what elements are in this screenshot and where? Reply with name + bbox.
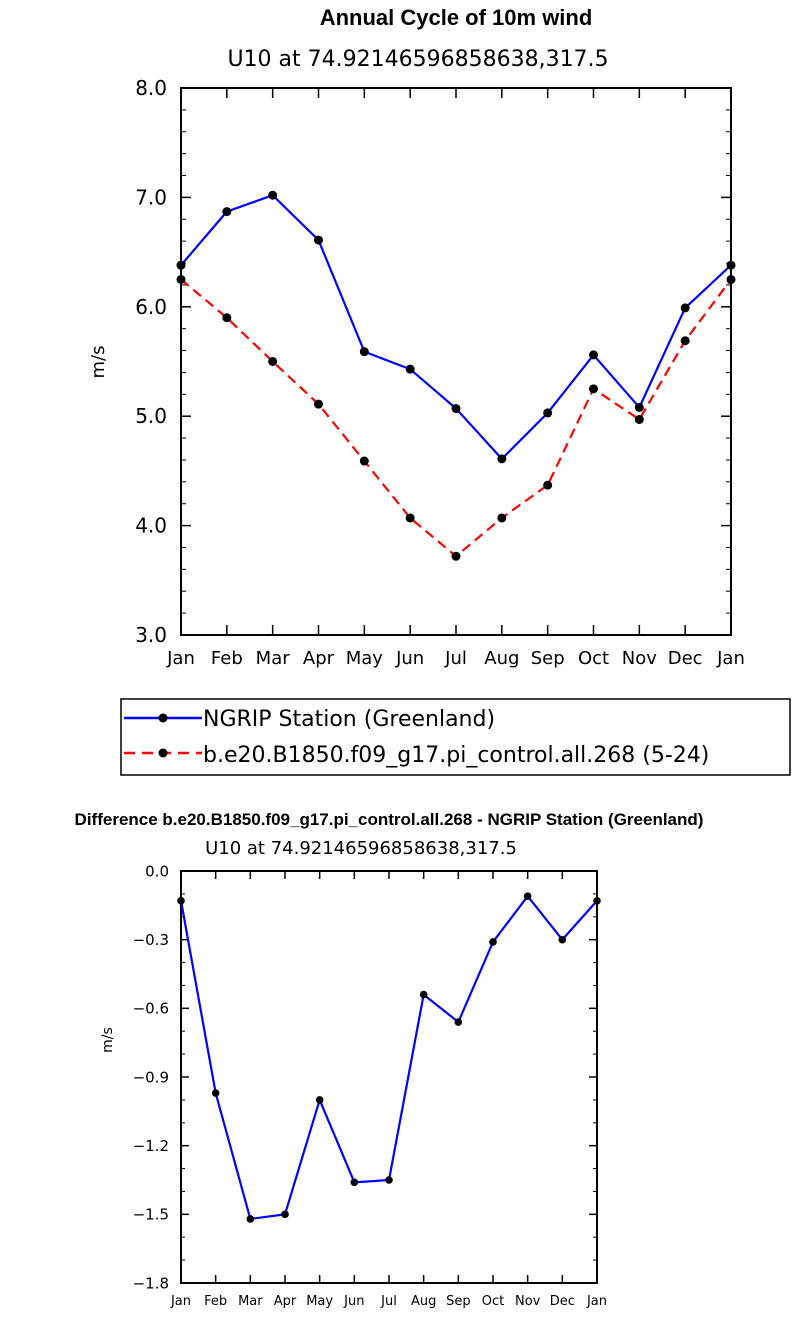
data-point-s1-5: [405, 513, 415, 523]
data-point-s1-6: [451, 551, 461, 561]
legend-marker-ngrip: [158, 713, 168, 723]
x-tick-label: May: [306, 1294, 333, 1309]
x-tick-label: Dec: [668, 648, 703, 669]
x-tick-label: Jan: [586, 1294, 607, 1309]
legend-box: [120, 698, 791, 776]
x-tick-label: Oct: [482, 1294, 504, 1309]
data-point-s0-4: [315, 1096, 324, 1104]
data-point-s1-12: [726, 274, 736, 284]
y-tick-label: 3.0: [135, 623, 167, 647]
data-point-s0-1: [211, 1089, 220, 1097]
y-tick-label: −0.3: [133, 931, 169, 949]
data-point-s0-7: [497, 454, 507, 464]
difference-chart: Difference b.e20.B1850.f09_g17.pi_contro…: [75, 810, 704, 1309]
x-tick-label: Jan: [170, 1294, 191, 1309]
x-tick-label: Feb: [211, 648, 243, 669]
x-tick-label: May: [346, 648, 384, 669]
data-point-s1-9: [589, 384, 598, 394]
y-tick-label: 7.0: [135, 185, 167, 209]
y-tick-label: 8.0: [135, 76, 167, 100]
data-point-s0-8: [543, 408, 553, 418]
x-tick-label: Nov: [622, 648, 657, 669]
data-point-s0-7: [419, 990, 428, 999]
data-point-s1-0: [176, 274, 186, 284]
data-point-s1-8: [543, 480, 553, 490]
data-point-s0-12: [593, 896, 601, 905]
series-line-1: [180, 278, 732, 558]
data-point-s0-12: [726, 260, 736, 270]
x-tick-label: Oct: [578, 648, 609, 669]
x-tick-label: Jun: [395, 648, 424, 669]
legend-label-ngrip: NGRIP Station (Greenland): [203, 707, 495, 732]
x-tick-label: Jan: [716, 648, 745, 669]
data-point-s0-6: [385, 1176, 393, 1184]
data-point-s1-3: [314, 399, 323, 409]
y-tick-label: −0.9: [133, 1068, 169, 1086]
y-tick-label: 4.0: [135, 514, 167, 538]
data-point-s0-11: [680, 303, 690, 313]
y-tick-label: −1.2: [133, 1137, 169, 1155]
data-point-s1-1: [222, 313, 232, 323]
data-point-s0-10: [634, 402, 644, 412]
x-tick-label: Apr: [274, 1294, 297, 1309]
chart-subtitle: U10 at 74.92146596858638,317.5: [227, 47, 608, 72]
x-tick-label: Sep: [531, 648, 565, 669]
data-point-s0-3: [314, 235, 323, 245]
series-line-0: [180, 193, 732, 461]
y-tick-label: −1.8: [133, 1274, 169, 1292]
data-point-s0-2: [268, 190, 278, 200]
y-axis-label: m/s: [88, 346, 109, 379]
x-tick-label: Jan: [166, 648, 195, 669]
data-point-s0-9: [589, 350, 598, 360]
x-tick-label: Aug: [484, 648, 519, 669]
data-point-s0-11: [558, 935, 567, 944]
y-axis-label: m/s: [100, 1027, 116, 1053]
chart-title: Difference b.e20.B1850.f09_g17.pi_contro…: [75, 810, 704, 829]
x-tick-label: Sep: [446, 1294, 471, 1309]
data-point-s0-10: [523, 892, 532, 900]
x-tick-label: Aug: [411, 1294, 436, 1309]
x-tick-label: Jul: [380, 1294, 397, 1309]
data-point-s0-3: [281, 1210, 289, 1219]
data-point-s1-11: [680, 336, 690, 346]
legend-label-model: b.e20.B1850.f09_g17.pi_control.all.268 (…: [203, 743, 709, 768]
x-tick-label: Apr: [303, 648, 335, 669]
legend: NGRIP Station (Greenland) b.e20.B1850.f0…: [120, 698, 791, 776]
data-point-s0-4: [359, 347, 369, 357]
data-point-s0-6: [451, 404, 461, 414]
x-tick-label: Nov: [515, 1294, 541, 1309]
x-tick-label: Dec: [550, 1294, 575, 1309]
data-point-s1-4: [359, 456, 369, 466]
y-tick-label: 0.0: [145, 862, 169, 880]
x-tick-label: Jul: [444, 648, 467, 669]
x-tick-label: Jun: [343, 1294, 364, 1309]
plot-frame: [180, 870, 598, 1284]
y-tick-label: 6.0: [135, 295, 167, 319]
data-point-s0-9: [489, 938, 497, 946]
chart-subtitle: U10 at 74.92146596858638,317.5: [205, 838, 517, 859]
data-point-s1-2: [268, 357, 278, 366]
data-point-s0-0: [177, 896, 185, 905]
legend-marker-model: [158, 748, 168, 758]
y-tick-label: 5.0: [135, 404, 167, 428]
data-point-s1-10: [634, 414, 644, 424]
chart-title: Annual Cycle of 10m wind: [320, 5, 593, 30]
y-tick-label: −0.6: [133, 1000, 169, 1018]
data-point-s0-5: [405, 364, 415, 374]
data-point-s0-1: [222, 207, 232, 217]
x-tick-label: Feb: [204, 1294, 227, 1309]
data-point-s0-0: [176, 260, 186, 270]
data-point-s0-8: [454, 1018, 463, 1026]
annual-cycle-chart: Annual Cycle of 10m wind U10 at 74.92146…: [88, 5, 791, 776]
y-tick-label: −1.5: [133, 1206, 169, 1224]
x-tick-label: Mar: [238, 1294, 263, 1309]
data-point-s1-7: [497, 513, 507, 523]
x-tick-label: Mar: [256, 648, 291, 669]
series-line-0: [179, 894, 598, 1221]
data-point-s0-2: [246, 1215, 255, 1223]
data-point-s0-5: [350, 1178, 359, 1187]
